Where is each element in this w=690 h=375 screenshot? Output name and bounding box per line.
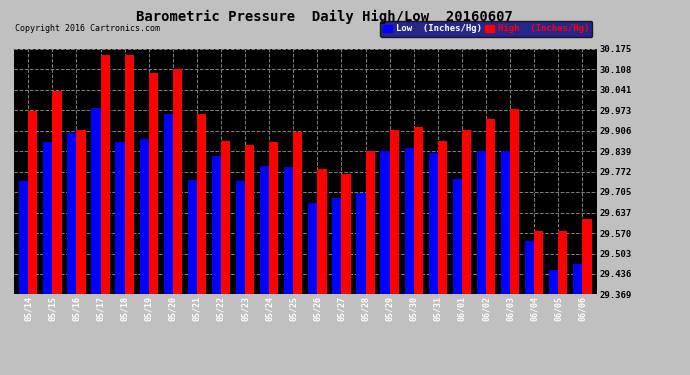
Bar	[573, 264, 582, 294]
Bar	[149, 73, 158, 294]
Bar	[77, 130, 86, 294]
Bar	[164, 114, 172, 294]
Bar	[486, 119, 495, 294]
Bar	[284, 166, 293, 294]
Bar	[91, 108, 101, 294]
Bar	[221, 141, 230, 294]
Bar	[139, 139, 149, 294]
Bar	[501, 152, 510, 294]
Bar	[293, 132, 302, 294]
Bar	[125, 55, 134, 294]
Text: Barometric Pressure  Daily High/Low  20160607: Barometric Pressure Daily High/Low 20160…	[136, 9, 513, 24]
Bar	[558, 231, 567, 294]
Bar	[101, 55, 110, 294]
Bar	[582, 219, 591, 294]
Bar	[380, 151, 390, 294]
Bar	[428, 153, 438, 294]
Bar	[197, 114, 206, 294]
Bar	[549, 270, 558, 294]
Bar	[404, 148, 414, 294]
Bar	[269, 142, 278, 294]
Bar	[260, 166, 269, 294]
Bar	[172, 69, 182, 294]
Bar	[453, 179, 462, 294]
Bar	[333, 198, 342, 294]
Bar	[462, 130, 471, 294]
Bar	[308, 202, 317, 294]
Bar	[245, 145, 254, 294]
Bar	[510, 109, 520, 294]
Bar	[525, 242, 534, 294]
Bar	[68, 132, 77, 294]
Bar	[52, 90, 61, 294]
Bar	[534, 231, 543, 294]
Bar	[212, 156, 221, 294]
Bar	[477, 151, 486, 294]
Bar	[43, 142, 52, 294]
Bar	[19, 182, 28, 294]
Bar	[115, 142, 125, 294]
Bar	[390, 130, 399, 294]
Bar	[236, 181, 245, 294]
Text: Copyright 2016 Cartronics.com: Copyright 2016 Cartronics.com	[15, 24, 160, 33]
Bar	[317, 168, 326, 294]
Bar	[28, 111, 37, 294]
Legend: Low  (Inches/Hg), High  (Inches/Hg): Low (Inches/Hg), High (Inches/Hg)	[380, 21, 592, 37]
Bar	[438, 141, 447, 294]
Bar	[366, 151, 375, 294]
Bar	[188, 180, 197, 294]
Bar	[414, 127, 423, 294]
Bar	[342, 174, 351, 294]
Bar	[357, 193, 366, 294]
